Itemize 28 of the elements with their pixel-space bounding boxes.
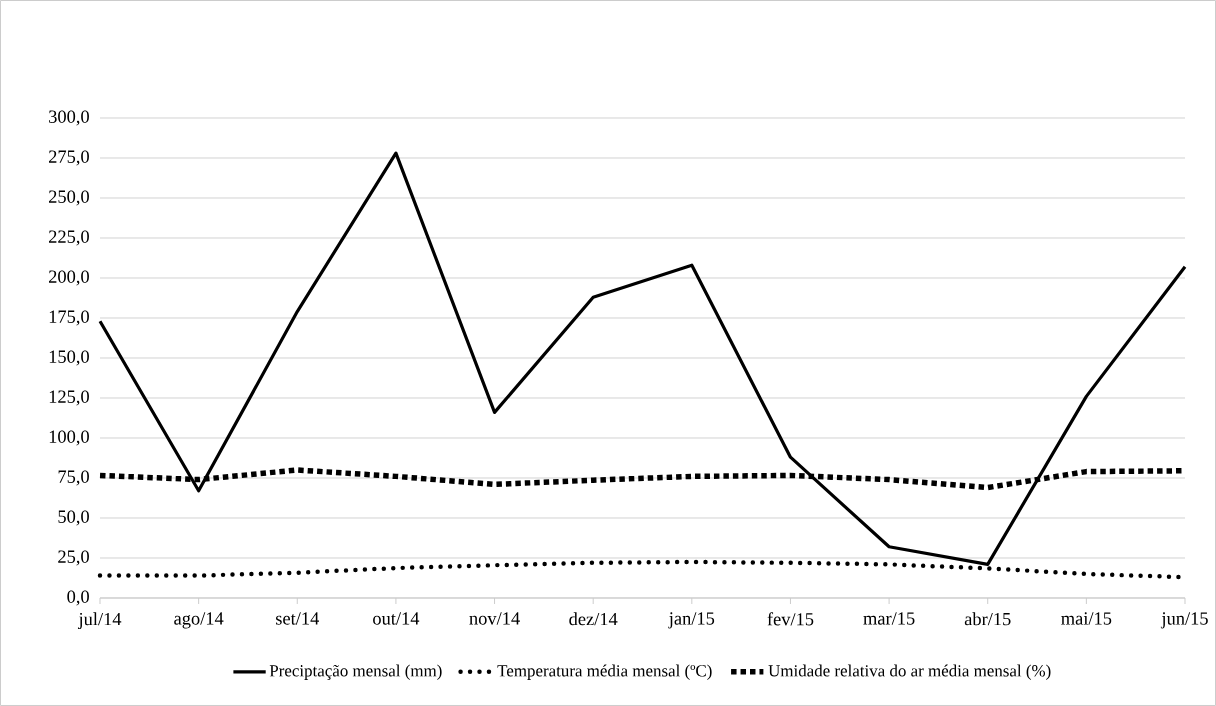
x-tick-label: out/14 [373, 612, 420, 625]
x-tick-label: ago/14 [174, 612, 224, 629]
y-tick-label: 275,0 [49, 150, 89, 166]
x-tick-label: mar/15 [863, 612, 915, 625]
x-tick-label: mai/15 [1061, 612, 1112, 625]
x-tick-label: jan/15 [668, 612, 715, 629]
y-tick-label: 250,0 [49, 190, 89, 206]
y-tick-label: 175,0 [49, 310, 89, 326]
y-tick-label: 50,0 [58, 510, 89, 526]
x-tick-label: set/14 [276, 612, 320, 625]
legend-label: Preciptação mensal (mm) [269, 664, 442, 680]
y-tick-label: 200,0 [49, 270, 89, 286]
legend-label: Umidade relativa do ar média mensal (%) [768, 664, 1051, 680]
x-tick-label: nov/14 [469, 612, 520, 625]
y-tick-label: 300,0 [49, 110, 89, 126]
y-tick-label: 150,0 [49, 350, 89, 366]
x-tick-label: dez/14 [569, 612, 618, 626]
y-tick-label: 25,0 [58, 550, 89, 566]
y-tick-label: 0,0 [67, 590, 89, 606]
x-tick-label: abr/15 [964, 612, 1011, 626]
x-tick-label: jun/15 [1160, 612, 1208, 629]
y-tick-label: 75,0 [58, 470, 89, 486]
y-tick-label: 100,0 [49, 430, 89, 446]
legend-label: Temperatura média mensal (ºC) [497, 664, 712, 680]
x-tick-label: fev/15 [767, 612, 814, 626]
y-tick-label: 225,0 [49, 230, 89, 246]
x-tick-label: jul/14 [77, 612, 122, 630]
y-tick-label: 125,0 [49, 390, 89, 406]
